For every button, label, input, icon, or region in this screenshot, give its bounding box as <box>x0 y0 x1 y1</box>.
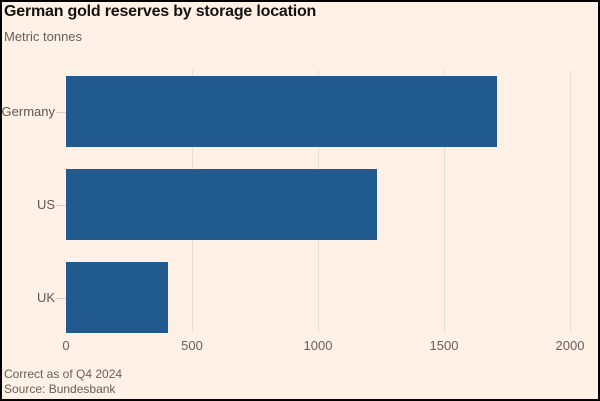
bar-germany <box>66 76 497 147</box>
bar-uk <box>66 262 169 333</box>
x-tick-label-500: 500 <box>181 338 203 353</box>
category-label-germany: Germany <box>1 104 55 119</box>
gridline-2000 <box>570 70 571 333</box>
bar-us <box>66 169 378 240</box>
category-tick-germany <box>56 112 66 113</box>
x-tick-label-1000: 1000 <box>303 338 333 353</box>
category-label-us: US <box>36 197 55 212</box>
chart-source: Source: Bundesbank <box>4 382 116 396</box>
chart-note: Correct as of Q4 2024 <box>4 367 123 381</box>
x-tick-label-1500: 1500 <box>429 338 459 353</box>
chart-title: German gold reserves by storage location <box>4 3 317 20</box>
category-label-uk: UK <box>36 290 55 305</box>
x-tick-label-0: 0 <box>62 338 70 353</box>
x-tick-label-2000: 2000 <box>555 338 585 353</box>
chart-subtitle: Metric tonnes <box>4 29 83 44</box>
category-tick-us <box>56 205 66 206</box>
category-tick-uk <box>56 298 66 299</box>
gridline-1500 <box>444 70 445 333</box>
